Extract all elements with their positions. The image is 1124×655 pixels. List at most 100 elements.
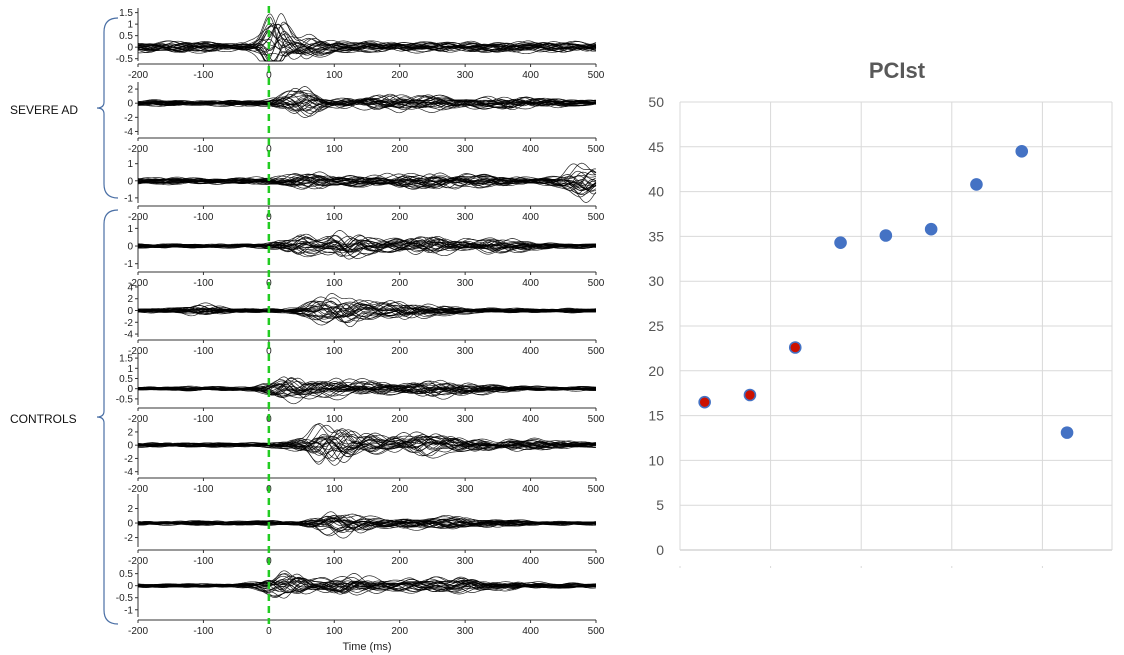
eeg-trace [138,302,597,317]
eeg-trace [137,515,597,527]
y-tick-label: -0.5 [116,593,134,604]
eeg-trace [137,230,597,250]
eeg-trace [137,577,596,591]
y-tick-label: 0 [127,519,133,530]
y-tick-label: -1 [124,193,133,204]
severe-ad-bracket [96,17,119,199]
x-tick-label: 0 [266,212,272,223]
x-tick-label: -100 [193,626,213,637]
x-tick-label: 500 [588,212,605,223]
y-tick-label: -2 [124,318,133,329]
x-tick-label: 200 [391,556,408,567]
trace-panel-3: 10-1-200 -100 0 100 200 300 400 500 [124,150,605,223]
y-tick-label: 0 [127,99,133,110]
x-tick-label: -100 [193,212,213,223]
x-tick-label: -100 [193,484,213,495]
x-tick-label: 500 [588,626,605,637]
x-tick-label: 0 [266,346,272,357]
y-tick-label: 0 [127,441,133,452]
x-tick-label: -100 [193,346,213,357]
x-tick-label: 300 [457,346,474,357]
y-tick-label: -4 [124,330,133,341]
eeg-trace [138,42,597,62]
y-tick-label: -2 [124,533,133,544]
y-tick-label: 15 [648,408,664,424]
eeg-trace [137,234,597,250]
x-tick-label: 300 [457,484,474,495]
x-tick-label: 300 [457,278,474,289]
eeg-trace [138,176,597,195]
y-tick-label: -0.5 [116,54,134,65]
chart-title: PCIst [869,58,926,83]
trace-panel-1: 1.510.50-0.5-200 -100 0 100 200 300 400 500 [116,8,605,81]
eeg-trace [137,24,596,53]
x-tick-label: 100 [326,346,343,357]
trace-panel-9: 0.50-0.5-1-200 -100 0 100 200 300 400 500 [116,564,605,637]
y-tick-label: 1 [127,20,133,31]
eeg-trace [137,423,597,450]
x-tick-label: 200 [391,626,408,637]
y-tick-label: -4 [124,467,133,478]
eeg-trace [138,440,596,466]
x-tick-label: 400 [522,414,539,425]
y-tick-label: 0 [127,306,133,317]
y-tick-label: -2 [124,454,133,465]
y-tick-label: 0.5 [119,374,133,385]
y-tick-label: 45 [648,139,664,155]
y-tick-label: 5 [656,497,664,513]
data-point [743,388,757,402]
x-tick-label: 400 [522,144,539,155]
x-tick-label: 100 [326,278,343,289]
eeg-trace [137,178,596,191]
eeg-trace [137,520,597,533]
x-tick-label: 100 [326,626,343,637]
y-tick-label: 1.5 [119,8,133,19]
data-point [788,341,802,354]
x-tick-label: 100 [326,414,343,425]
x-tick-label: 400 [522,484,539,495]
y-tick-label: 2 [127,85,133,96]
x-tick-label: -200 [128,346,148,357]
y-tick-label: 0 [127,176,133,187]
y-tick-label: 1 [127,224,133,235]
x-tick-label: 500 [588,484,605,495]
x-tick-label: 100 [326,556,343,567]
eeg-trace [137,38,597,62]
eeg-trace [137,96,596,112]
eeg-trace [137,239,597,257]
x-tick-label: 100 [326,212,343,223]
eeg-trace [138,520,597,534]
y-tick-label: 1 [127,159,133,170]
eeg-trace [137,98,597,112]
x-tick-label: 200 [391,144,408,155]
x-tick-label: 300 [457,144,474,155]
x-tick-label: -100 [193,414,213,425]
x-tick-label: 500 [588,278,605,289]
y-tick-label: 20 [648,363,664,379]
y-tick-label: 0 [127,384,133,395]
x-tick-label: 500 [588,70,605,81]
y-tick-label: 10 [648,452,664,468]
x-tick-label: -200 [128,278,148,289]
eeg-trace [137,97,596,109]
controls-bracket [96,209,119,625]
y-tick-label: 0 [127,581,133,592]
y-tick-label: -1 [124,259,133,270]
x-tick-label: 200 [391,414,408,425]
x-tick-label: 100 [326,484,343,495]
y-tick-label: 0 [127,43,133,54]
x-tick-label: 500 [588,144,605,155]
eeg-trace [137,432,597,451]
eeg-trace [138,380,596,396]
x-tick-label: -200 [128,556,148,567]
data-point [834,236,847,249]
y-tick-label: 2 [127,294,133,305]
x-tick-label: 500 [588,414,605,425]
eeg-trace [137,304,597,318]
x-tick-label: 300 [457,626,474,637]
